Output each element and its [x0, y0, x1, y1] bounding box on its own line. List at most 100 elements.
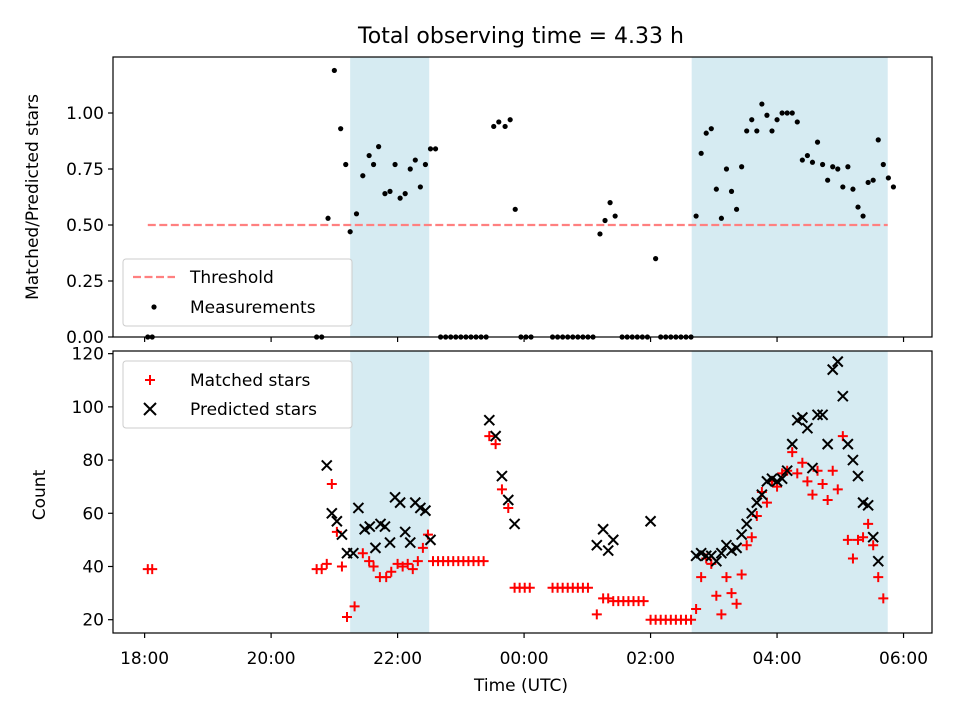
- bottom-y-tick-label: 40: [82, 557, 104, 577]
- bottom-matched-point: [878, 593, 889, 604]
- top-axes-frame: [112, 56, 933, 338]
- top-measurement-point: [432, 146, 439, 152]
- top-measurement-point: [507, 117, 513, 123]
- top-measurement-point: [370, 161, 377, 168]
- top-measurement-point: [412, 157, 418, 163]
- x-tick-label: 06:00: [879, 649, 928, 669]
- bottom-matched-point: [316, 564, 327, 575]
- bottom-predicted-point: [607, 534, 619, 546]
- top-measurement-point: [789, 110, 795, 116]
- top-measurement-point: [713, 186, 719, 192]
- bottom-matched-point: [591, 609, 602, 620]
- top-y-tick-label: 0.00: [66, 328, 104, 348]
- x-axis-label: Time (UTC): [473, 676, 568, 696]
- y-axis-label-bottom: Count: [30, 469, 50, 520]
- bottom-predicted-point: [776, 472, 788, 485]
- bottom-matched-point: [863, 518, 874, 529]
- bottom-predicted-point: [352, 502, 365, 514]
- bottom-matched-point: [711, 590, 722, 601]
- chart-title: Total observing time = 4.33 h: [357, 24, 684, 49]
- bottom-matched-point: [638, 596, 649, 607]
- bottom-matched-point: [797, 457, 808, 468]
- top-measurement-point: [612, 213, 618, 219]
- legend-measurements-label: Measurements: [190, 298, 316, 318]
- bottom-matched-point: [686, 614, 697, 625]
- bottom-shaded-span: [350, 351, 430, 633]
- top-y-tick-label: 0.75: [66, 160, 104, 180]
- top-measurement-point: [769, 128, 775, 134]
- bottom-predicted-point: [326, 507, 338, 519]
- bottom-matched-point: [336, 561, 347, 572]
- bottom-matched-point: [478, 556, 489, 567]
- bottom-matched-point: [736, 569, 747, 580]
- bottom-matched-point: [490, 439, 501, 450]
- top-y-tick-label: 1.00: [66, 104, 104, 124]
- bottom-legend-box: [122, 360, 353, 429]
- bottom-matched-point: [716, 609, 727, 620]
- top-measurement-point: [749, 117, 755, 123]
- bottom-matched-point: [503, 502, 514, 513]
- bottom-predicted-point: [827, 363, 839, 376]
- bottom-predicted-point: [489, 430, 502, 442]
- top-measurement-point: [376, 144, 382, 150]
- top-panel: 0.00 0.25 0.50 0.75 1.00 Threshold Measurement…: [66, 56, 933, 348]
- bottom-matched-point: [858, 532, 869, 543]
- top-measurement-point: [402, 191, 408, 197]
- top-measurement-point: [794, 119, 800, 125]
- bottom-predicted-point: [756, 488, 768, 501]
- top-measurement-point: [607, 200, 613, 206]
- bottom-predicted-point: [508, 518, 521, 530]
- bottom-predicted-point: [735, 528, 748, 541]
- top-measurement-point: [602, 217, 608, 224]
- bottom-matched-point: [402, 558, 413, 569]
- top-measurement-point: [338, 126, 344, 132]
- bottom-predicted-point: [399, 526, 411, 538]
- top-measurement-point: [397, 195, 403, 201]
- bottom-predicted-point: [404, 536, 416, 549]
- bottom-matched-point: [691, 604, 702, 615]
- bottom-matched-point: [484, 431, 495, 442]
- legend-matched-label: Matched stars: [190, 371, 310, 391]
- bottom-predicted-point: [852, 470, 864, 482]
- bottom-matched-point: [787, 447, 798, 458]
- bottom-matched-point: [802, 476, 813, 487]
- bottom-predicted-point: [597, 523, 609, 535]
- bottom-matched-point: [524, 582, 535, 593]
- top-measurement-point: [382, 191, 388, 197]
- bottom-matched-point: [726, 588, 737, 599]
- bottom-predicted-point: [801, 422, 814, 434]
- bottom-matched-point: [321, 558, 332, 569]
- bottom-predicted-point: [369, 542, 382, 554]
- top-measurement-point: [870, 177, 876, 183]
- bottom-matched-point: [397, 561, 408, 572]
- bottom-predicted-point: [502, 494, 514, 506]
- bottom-predicted-point: [806, 462, 819, 474]
- top-measurement-point: [698, 150, 704, 156]
- top-shaded-span: [350, 57, 430, 337]
- bottom-predicted-point: [867, 531, 879, 543]
- bottom-predicted-point: [740, 518, 753, 530]
- top-measurement-point: [407, 166, 413, 172]
- top-measurement-point: [723, 166, 730, 172]
- bottom-y-tick-label: 120: [72, 345, 104, 365]
- bottom-y-tick-label: 80: [82, 451, 104, 471]
- bottom-matched-point: [392, 558, 403, 569]
- legend-predicted-swatch: [143, 402, 157, 416]
- bottom-matched-point: [817, 479, 828, 490]
- top-shaded-span: [691, 57, 888, 337]
- bottom-y-tick-label: 60: [82, 504, 104, 524]
- top-legend-box: [122, 258, 353, 327]
- bottom-matched-point: [847, 553, 858, 564]
- top-measurement-point: [880, 161, 886, 168]
- bottom-predicted-point: [710, 555, 723, 567]
- bottom-matched-point: [407, 564, 418, 575]
- bottom-matched-point: [386, 566, 397, 577]
- bottom-matched-point: [364, 556, 375, 567]
- top-measurement-point: [502, 123, 508, 130]
- top-measurement-point: [653, 256, 659, 262]
- bottom-matched-point: [721, 572, 732, 583]
- bottom-predicted-point: [842, 438, 854, 450]
- bottom-matched-point: [842, 534, 853, 545]
- top-measurement-point: [360, 173, 366, 179]
